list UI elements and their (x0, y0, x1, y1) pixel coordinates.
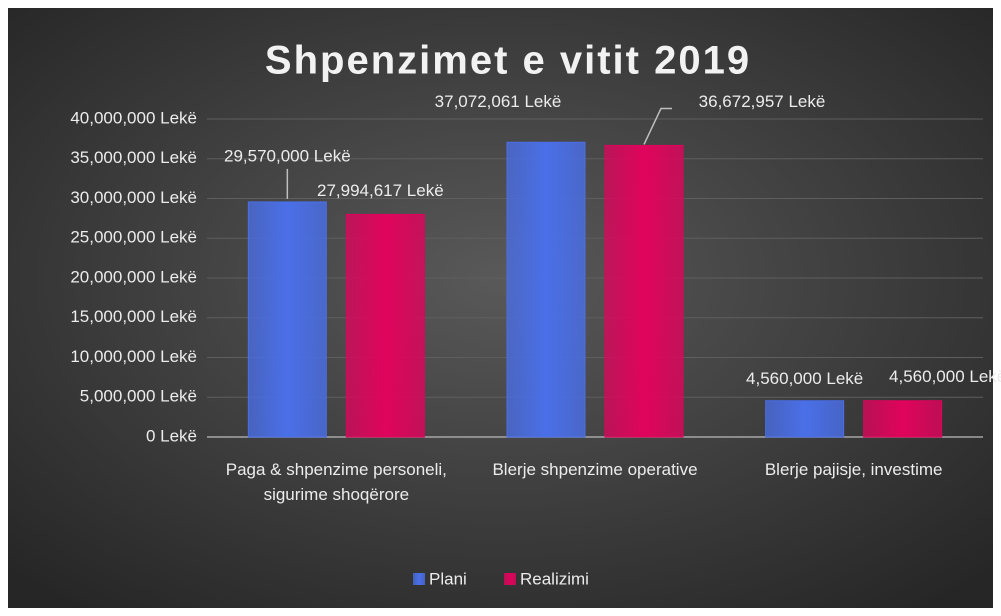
leader-line (643, 107, 672, 145)
data-label: 29,570,000 Lekë (224, 146, 351, 165)
data-label: 36,672,957 Lekë (699, 92, 826, 111)
data-label: 27,994,617 Lekë (317, 181, 444, 200)
y-tick-label: 0 Lekë (146, 426, 197, 445)
y-tick-label: 25,000,000 Lekë (70, 228, 197, 247)
y-tick-label: 15,000,000 Lekë (70, 307, 197, 326)
chart-title: Shpenzimet e vitit 2019 (265, 39, 751, 83)
bar (863, 400, 943, 438)
bar (247, 201, 327, 438)
data-label: 37,072,061 Lekë (435, 92, 562, 111)
bar (765, 400, 845, 438)
y-tick-label: 20,000,000 Lekë (70, 267, 197, 286)
legend-label: Plani (429, 569, 467, 588)
data-label: 4,560,000 Lekë (889, 367, 1001, 386)
legend-label: Realizimi (520, 569, 589, 588)
y-tick-label: 10,000,000 Lekë (70, 347, 197, 366)
chart-background (8, 8, 993, 608)
x-tick-label: Paga & shpenzime personeli, sigurime sho… (225, 460, 447, 504)
legend-swatch (504, 573, 516, 585)
y-tick-label: 40,000,000 Lekë (70, 108, 197, 127)
legend-swatch (413, 573, 425, 585)
x-tick-label: Blerje pajisje, investime (764, 460, 943, 479)
bar (345, 213, 425, 438)
bar (506, 141, 586, 438)
y-tick-label: 5,000,000 Lekë (80, 387, 197, 406)
y-tick-label: 30,000,000 Lekë (70, 188, 197, 207)
data-label: 4,560,000 Lekë (746, 369, 863, 388)
y-tick-label: 35,000,000 Lekë (70, 148, 197, 167)
bar (604, 144, 684, 438)
x-tick-label: Blerje shpenzime operative (492, 460, 698, 479)
